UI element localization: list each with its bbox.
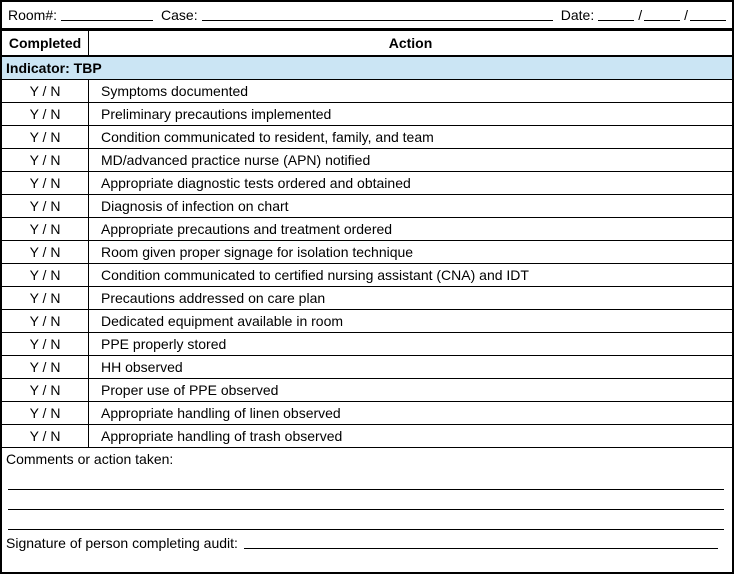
comments-label: Comments or action taken: — [6, 451, 174, 467]
action-text: Condition communicated to certified nurs… — [101, 267, 529, 283]
yn-choice[interactable]: Y / N — [2, 80, 89, 102]
action-text: Precautions addressed on care plan — [101, 290, 326, 306]
indicator-band: Indicator: TBP — [2, 57, 732, 80]
table-header-row: Completed Action — [2, 31, 732, 57]
table-row: Y / N Diagnosis of infection on chart — [2, 195, 732, 218]
yn-choice[interactable]: Y / N — [2, 425, 89, 447]
yn-choice[interactable]: Y / N — [2, 241, 89, 263]
action-text: Symptoms documented — [101, 83, 249, 99]
signature-input[interactable] — [243, 544, 718, 549]
table-row: Y / N Appropriate handling of linen obse… — [2, 402, 732, 425]
table-row: Y / N Proper use of PPE observed — [2, 379, 732, 402]
form-header-row: Room#: Case: Date: / / — [2, 2, 732, 31]
completed-column-header: Completed — [2, 31, 89, 55]
yn-choice[interactable]: Y / N — [2, 264, 89, 286]
action-text: Condition communicated to resident, fami… — [101, 129, 434, 145]
yn-choice[interactable]: Y / N — [2, 126, 89, 148]
signature-row: Signature of person completing audit: — [6, 535, 726, 559]
comments-section: Comments or action taken: Signature of p… — [2, 448, 732, 572]
action-text: Appropriate precautions and treatment or… — [101, 221, 393, 237]
room-input[interactable] — [61, 16, 154, 21]
date-year-input[interactable] — [690, 16, 726, 21]
table-row: Y / N Dedicated equipment available in r… — [2, 310, 732, 333]
table-row: Y / N Appropriate handling of trash obse… — [2, 425, 732, 448]
yn-choice[interactable]: Y / N — [2, 149, 89, 171]
action-text: Appropriate handling of trash observed — [101, 428, 343, 444]
action-text: Proper use of PPE observed — [101, 382, 279, 398]
comments-line-1[interactable] — [8, 470, 724, 490]
action-column-header: Action — [388, 35, 433, 51]
date-label: Date: — [560, 7, 595, 23]
action-text: Diagnosis of infection on chart — [101, 198, 289, 214]
table-row: Y / N Condition communicated to certifie… — [2, 264, 732, 287]
yn-choice[interactable]: Y / N — [2, 379, 89, 401]
table-row: Y / N PPE properly stored — [2, 333, 732, 356]
yn-choice[interactable]: Y / N — [2, 172, 89, 194]
signature-label: Signature of person completing audit: — [6, 535, 238, 551]
action-text: HH observed — [101, 359, 183, 375]
table-row: Y / N Appropriate precautions and treatm… — [2, 218, 732, 241]
yn-choice[interactable]: Y / N — [2, 218, 89, 240]
date-separator: / — [638, 7, 643, 23]
action-text: PPE properly stored — [101, 336, 227, 352]
action-text: Preliminary precautions implemented — [101, 106, 332, 122]
action-text: Appropriate handling of linen observed — [101, 405, 341, 421]
yn-choice[interactable]: Y / N — [2, 310, 89, 332]
date-month-input[interactable] — [598, 16, 635, 21]
table-row: Y / N Condition communicated to resident… — [2, 126, 732, 149]
date-separator: / — [684, 7, 688, 23]
table-row: Y / N Symptoms documented — [2, 80, 732, 103]
table-row: Y / N Precautions addressed on care plan — [2, 287, 732, 310]
yn-choice[interactable]: Y / N — [2, 103, 89, 125]
comments-line-3[interactable] — [8, 510, 724, 530]
yn-choice[interactable]: Y / N — [2, 195, 89, 217]
yn-choice[interactable]: Y / N — [2, 402, 89, 424]
date-day-input[interactable] — [644, 16, 681, 21]
yn-choice[interactable]: Y / N — [2, 356, 89, 378]
yn-choice[interactable]: Y / N — [2, 287, 89, 309]
table-row: Y / N Preliminary precautions implemente… — [2, 103, 732, 126]
table-row: Y / N HH observed — [2, 356, 732, 379]
table-row: Y / N Appropriate diagnostic tests order… — [2, 172, 732, 195]
action-text: Dedicated equipment available in room — [101, 313, 344, 329]
yn-choice[interactable]: Y / N — [2, 333, 89, 355]
table-row: Y / N MD/advanced practice nurse (APN) n… — [2, 149, 732, 172]
case-label: Case: — [161, 7, 198, 23]
action-text: Room given proper signage for isolation … — [101, 244, 414, 260]
action-text: MD/advanced practice nurse (APN) notifie… — [101, 152, 371, 168]
table-row: Y / N Room given proper signage for isol… — [2, 241, 732, 264]
case-input[interactable] — [201, 16, 553, 21]
comments-line-2[interactable] — [8, 490, 724, 510]
action-text: Appropriate diagnostic tests ordered and… — [101, 175, 411, 191]
room-label: Room#: — [8, 7, 58, 23]
